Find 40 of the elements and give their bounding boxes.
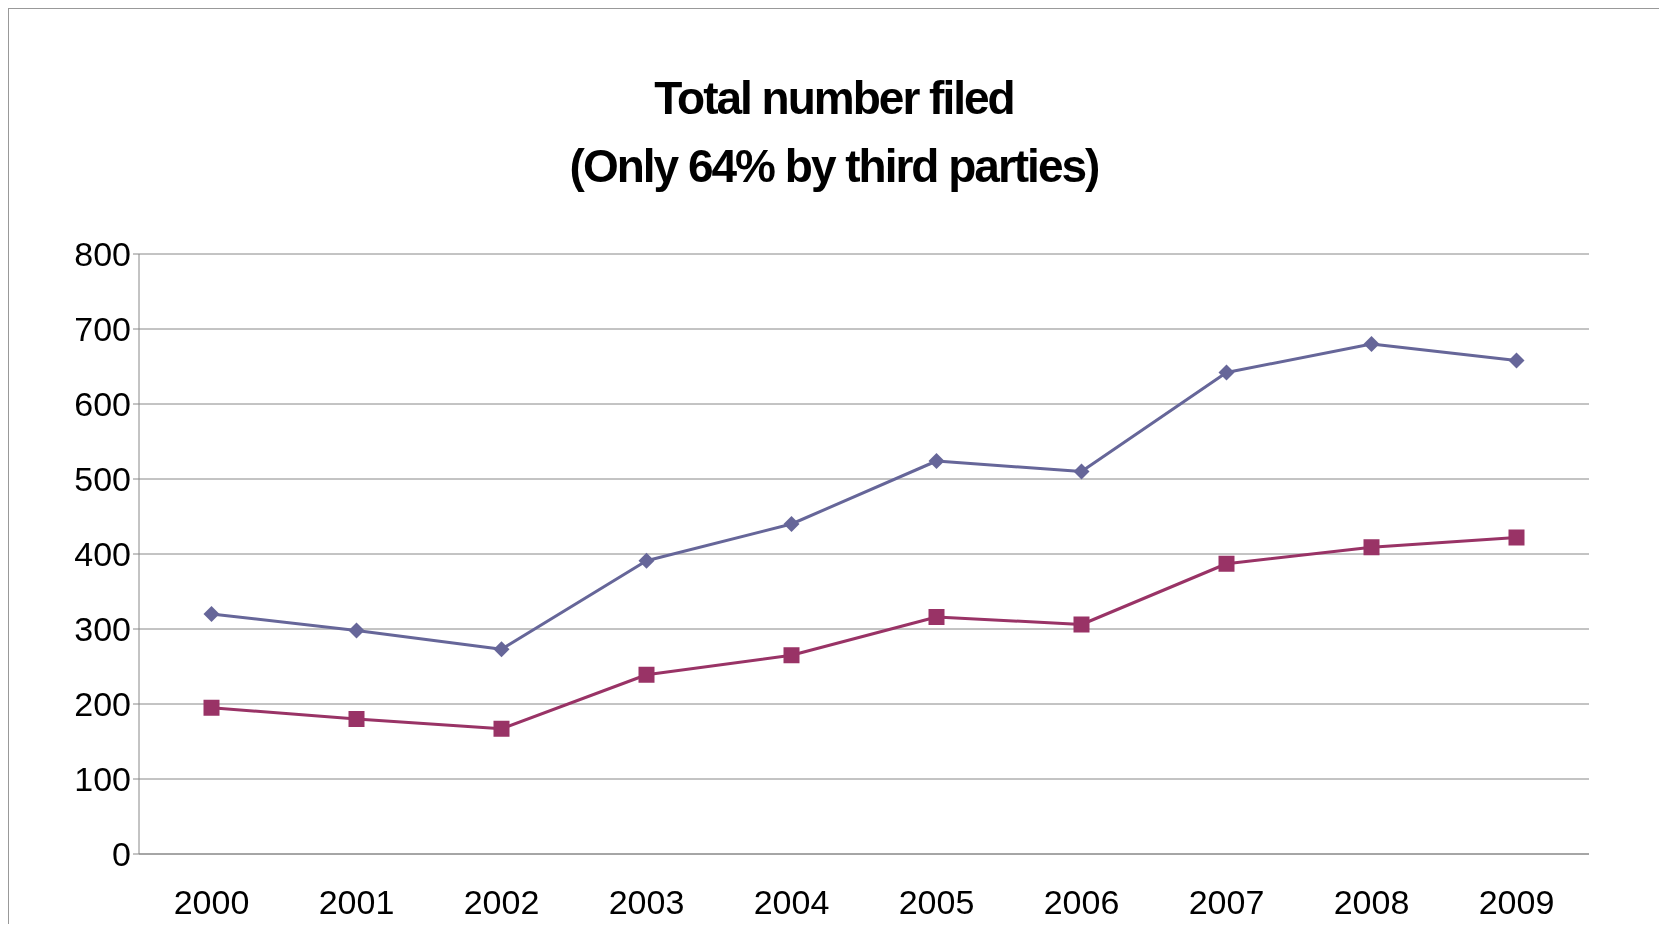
point — [493, 641, 510, 658]
point — [203, 606, 220, 622]
x-tick-label: 2003 — [608, 883, 685, 922]
point — [1363, 539, 1380, 556]
point — [493, 720, 510, 737]
point — [783, 516, 800, 532]
point — [348, 711, 365, 727]
point — [203, 699, 220, 716]
x-tick-label: 2000 — [173, 883, 250, 922]
point — [638, 552, 655, 569]
y-tick-label: 700 — [74, 310, 131, 349]
x-tick-label: 2001 — [318, 883, 395, 922]
x-tick-label: 2005 — [898, 883, 975, 922]
x-tick-label: 2002 — [463, 883, 540, 922]
chart-title: Total number filed (Only 64% by third parties) — [568, 71, 1100, 194]
point — [1218, 555, 1235, 572]
point — [1363, 336, 1380, 352]
point — [928, 453, 945, 469]
y-tick-label: 800 — [74, 235, 131, 274]
y-tick-label: 200 — [74, 685, 131, 724]
y-tick-label: 500 — [74, 460, 131, 499]
point — [1073, 616, 1090, 633]
y-tick-label: 600 — [74, 385, 131, 424]
y-tick-label: 400 — [74, 535, 131, 574]
x-tick-label: 2007 — [1188, 883, 1265, 922]
point — [1073, 463, 1090, 480]
x-tick-label: 2004 — [753, 883, 830, 922]
point — [783, 647, 800, 664]
y-tick-label: 100 — [74, 760, 131, 799]
point — [638, 666, 655, 683]
x-tick-label: 2006 — [1043, 883, 1120, 922]
point — [348, 622, 365, 639]
point — [1508, 529, 1525, 546]
x-tick-label: 2008 — [1333, 883, 1410, 922]
y-tick-label: 0 — [112, 835, 131, 874]
point — [1508, 352, 1525, 369]
point — [1218, 364, 1235, 381]
y-tick-label: 300 — [74, 610, 131, 649]
x-tick-label: 2009 — [1478, 883, 1555, 922]
point — [928, 609, 945, 625]
